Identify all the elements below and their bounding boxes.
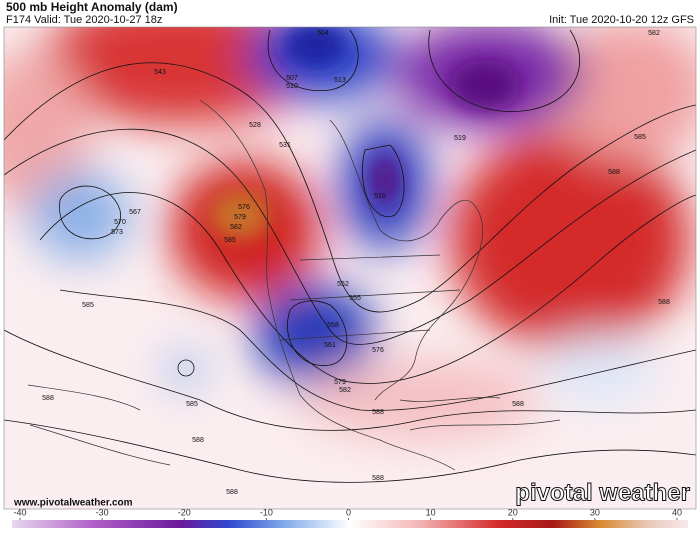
- contour-label: 504: [317, 30, 329, 37]
- colorbar-tick-label: 30: [590, 507, 600, 517]
- colorbar-tick-label: -20: [178, 507, 191, 517]
- contour-label: 561: [324, 342, 336, 349]
- contour-label: 543: [154, 69, 166, 76]
- contour-label: 567: [129, 209, 141, 216]
- valid-time: F174 Valid: Tue 2020-10-27 18z: [6, 14, 162, 26]
- contour-label: 573: [111, 229, 123, 236]
- colorbar-tick-label: 20: [508, 507, 518, 517]
- contour-label: 582: [648, 30, 660, 37]
- logo: pivotal weather: [515, 479, 690, 506]
- colorbar-tick-label: -40: [13, 507, 26, 517]
- colorbar-tick-label: -30: [96, 507, 109, 517]
- contour-label: 585: [634, 134, 646, 141]
- contour-label: 579: [334, 379, 346, 386]
- contour-label: 555: [349, 295, 361, 302]
- contour-label: 510: [374, 193, 386, 200]
- contour-label: 576: [372, 347, 384, 354]
- contour-label: 588: [42, 395, 54, 402]
- contour-label: 528: [249, 122, 261, 129]
- contour-label: 588: [372, 409, 384, 416]
- contour-label: 552: [337, 281, 349, 288]
- contour-label: 582: [230, 224, 242, 231]
- contour-label: 585: [82, 302, 94, 309]
- contour-label: 531: [279, 142, 291, 149]
- colorbar-tick-label: 0: [346, 507, 351, 517]
- contour-labels: 5435285315675705735765795825855855855885…: [42, 30, 670, 496]
- contour-label: 576: [238, 204, 250, 211]
- contour-label: 513: [334, 77, 346, 84]
- contour-label: 579: [234, 214, 246, 221]
- contour-label: 585: [224, 237, 236, 244]
- contour-label: 588: [658, 299, 670, 306]
- anomaly-field: 5435285315675705735765795825855855855885…: [4, 27, 696, 509]
- contour-label: 519: [454, 135, 466, 142]
- colorbar-tick-label: 40: [672, 507, 682, 517]
- contour-label: 588: [608, 169, 620, 176]
- contour-label: 588: [192, 437, 204, 444]
- contour-label: 582: [339, 387, 351, 394]
- height-contours: [4, 29, 696, 483]
- init-time: Init: Tue 2020-10-20 12z GFS: [549, 14, 694, 26]
- map-title: 500 mb Height Anomaly (dam): [6, 0, 178, 14]
- colorbar: [12, 520, 688, 528]
- source-url: www.pivotalweather.com: [13, 498, 133, 509]
- colorbar-tick-label: 10: [426, 507, 436, 517]
- contour-label: 585: [186, 401, 198, 408]
- contour-label: 510: [286, 83, 298, 90]
- contour-label: 588: [226, 489, 238, 496]
- contour-label: 588: [512, 401, 524, 408]
- contour-label: 588: [372, 475, 384, 482]
- contour-label: 570: [114, 219, 126, 226]
- coastlines: [27, 99, 561, 471]
- colorbar-tick-label: -10: [260, 507, 273, 517]
- contour-label: 507: [286, 75, 298, 82]
- contour-label: 558: [327, 322, 339, 329]
